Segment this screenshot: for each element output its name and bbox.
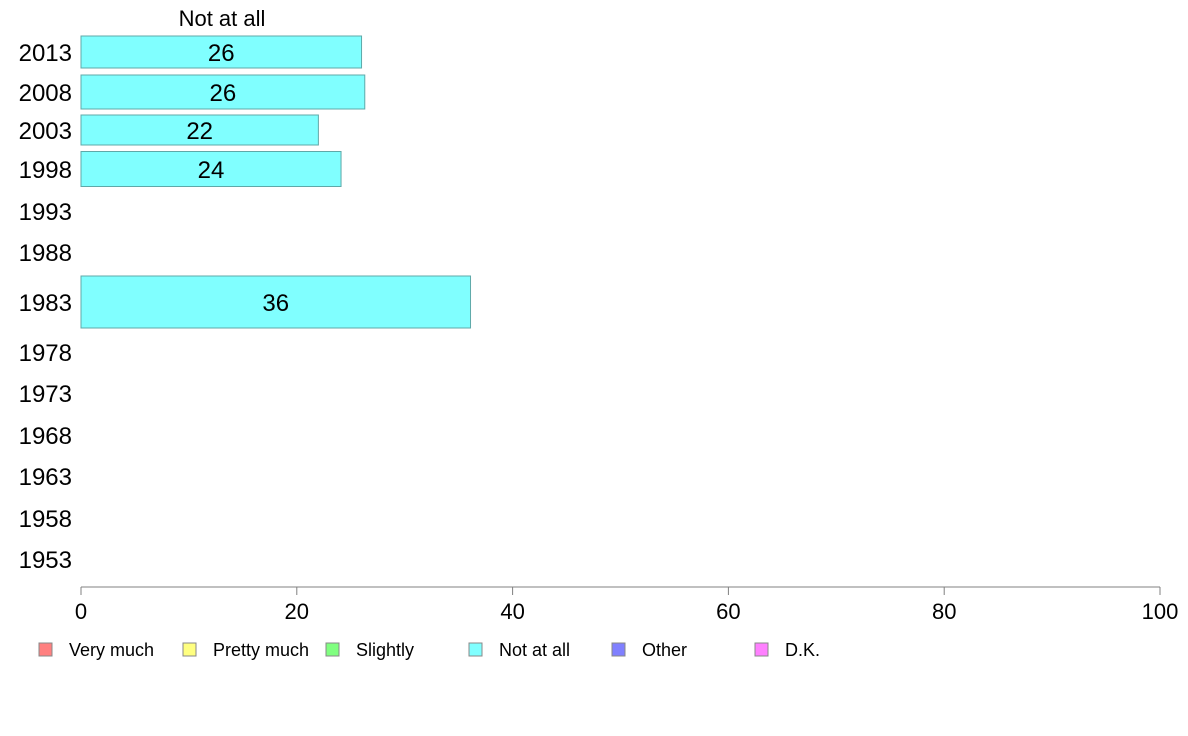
y-tick-label: 1983: [19, 290, 72, 317]
x-tick-label: 40: [500, 599, 524, 624]
y-tick-label: 2003: [19, 118, 72, 145]
bars-layer: 26 26 22 24 36: [80, 35, 472, 329]
y-tick-label: 1998: [19, 157, 72, 184]
bar: [80, 275, 472, 329]
y-tick-label: 1993: [19, 199, 72, 226]
chart-title: Not at all: [179, 6, 266, 31]
y-tick-label: 1988: [19, 240, 72, 267]
x-tick-label: 100: [1142, 599, 1179, 624]
legend-label: Not at all: [499, 640, 570, 660]
bar-value-label: 26: [208, 40, 235, 67]
bar: [80, 114, 319, 146]
y-tick-label: 2013: [19, 40, 72, 67]
x-tick-label: 20: [285, 599, 309, 624]
legend-swatch: [468, 642, 483, 657]
y-tick-label: 1953: [19, 547, 72, 574]
x-tick-label: 60: [716, 599, 740, 624]
legend-swatch: [182, 642, 197, 657]
legend-label: Very much: [69, 640, 154, 660]
y-axis-labels: 2013 2008 2003 1998 1993 1988 1983 1978 1973 1968…: [19, 40, 72, 574]
y-tick-label: 1958: [19, 506, 72, 533]
legend-swatch: [38, 642, 53, 657]
bar-value-label: 22: [186, 118, 213, 145]
y-tick-label: 1963: [19, 464, 72, 491]
x-tick-label: 0: [75, 599, 87, 624]
legend-label: Other: [642, 640, 687, 660]
bar: [80, 35, 363, 69]
legend-swatch: [754, 642, 769, 657]
bar: [80, 151, 342, 187]
y-tick-label: 1978: [19, 340, 72, 367]
bar: [80, 74, 366, 110]
legend-label: Pretty much: [213, 640, 309, 660]
x-tick-label: 80: [932, 599, 956, 624]
x-axis: 0 20 40 60 80 100: [75, 586, 1179, 624]
bar-value-label: 36: [262, 290, 289, 317]
legend: Very much Pretty much Slightly Not at all Ot…: [38, 640, 820, 660]
legend-swatch: [325, 642, 340, 657]
bar-value-label: 24: [198, 157, 225, 184]
y-tick-label: 1973: [19, 381, 72, 408]
y-tick-label: 1968: [19, 423, 72, 450]
bar-value-label: 26: [210, 80, 237, 107]
legend-label: Slightly: [356, 640, 414, 660]
legend-label: D.K.: [785, 640, 820, 660]
legend-swatch: [611, 642, 626, 657]
y-tick-label: 2008: [19, 80, 72, 107]
